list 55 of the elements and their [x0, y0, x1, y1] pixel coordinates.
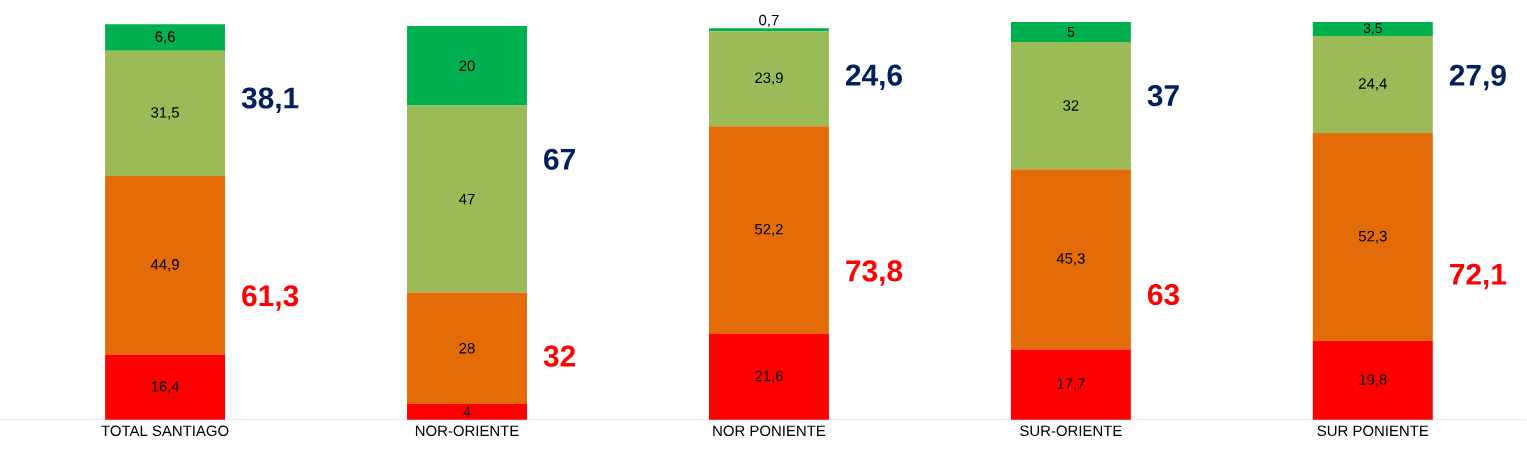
data-label: 23,9 — [755, 72, 783, 85]
annotation: 37 — [1147, 85, 1179, 107]
data-label: 3,5 — [1363, 23, 1382, 35]
x-tick-label: NOR-ORIENTE — [415, 425, 519, 437]
annotation: 32 — [543, 345, 576, 367]
data-label: 52,3 — [1358, 230, 1387, 244]
data-label: 17,7 — [1057, 378, 1085, 391]
bar — [708, 126, 829, 334]
annotation: 73,8 — [846, 260, 903, 286]
annotation: 61,3 — [242, 285, 299, 311]
data-label: 16,4 — [151, 381, 180, 394]
bar — [1312, 35, 1433, 134]
data-label: 32 — [1063, 100, 1079, 111]
data-label: 44,9 — [150, 259, 179, 272]
bar — [105, 24, 226, 51]
bar — [1010, 349, 1131, 420]
bar — [1312, 341, 1433, 420]
bar — [105, 50, 226, 177]
bar — [1010, 41, 1131, 170]
x-tick-label: NOR PONIENTE — [713, 425, 826, 437]
bar — [708, 31, 829, 127]
bar — [105, 354, 226, 420]
data-label: 52,2 — [755, 223, 783, 237]
x-tick-label: TOTAL SANTIAGO — [101, 425, 229, 437]
x-tick-label: SUR-ORIENTE — [1020, 425, 1122, 437]
annotation: 63 — [1147, 284, 1180, 306]
x-tick-label: SUR PONIENTE — [1317, 425, 1429, 437]
data-label: 21,6 — [755, 370, 783, 384]
bar — [407, 105, 527, 293]
annotation: 27,9 — [1449, 64, 1506, 91]
data-label: 5 — [1067, 27, 1075, 37]
annotation: 24,6 — [845, 64, 902, 91]
bar — [708, 334, 829, 420]
data-label: 6,6 — [155, 31, 175, 44]
data-label: 45,3 — [1056, 253, 1085, 266]
data-label: 31,5 — [151, 107, 179, 120]
bar — [1312, 22, 1433, 36]
data-label: 19,8 — [1359, 374, 1387, 387]
data-label: 24,4 — [1359, 78, 1387, 91]
bar — [407, 26, 527, 106]
bar — [407, 292, 527, 405]
annotation: 38,1 — [241, 87, 299, 113]
bar — [1010, 169, 1131, 350]
bar — [1010, 22, 1131, 42]
bar — [708, 28, 829, 32]
bar — [407, 404, 527, 420]
data-label: 20 — [459, 60, 475, 72]
annotation: 67 — [544, 148, 575, 170]
bar — [105, 176, 226, 355]
data-label: 4 — [463, 407, 471, 417]
annotation: 72,1 — [1450, 263, 1507, 290]
data-label: 47 — [459, 193, 475, 205]
data-label: 0,7 — [759, 14, 779, 28]
bar — [1312, 133, 1433, 342]
data-label: 28 — [459, 343, 475, 354]
